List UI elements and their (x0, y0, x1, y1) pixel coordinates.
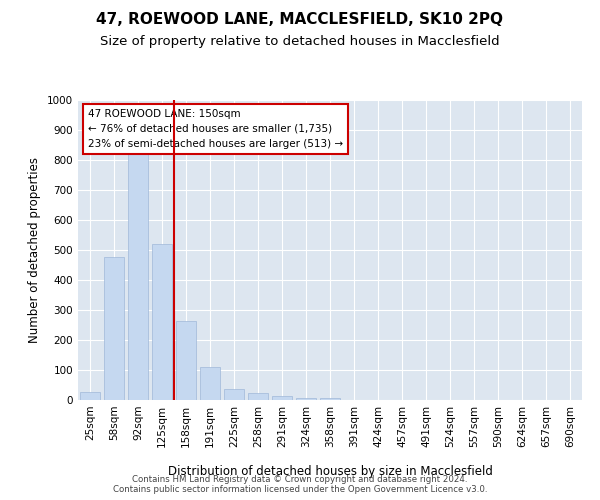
Bar (128, 154, 148, 400)
Bar (224, 388, 244, 400)
Bar (296, 398, 316, 400)
Bar (320, 398, 340, 400)
Bar (104, 256, 124, 400)
Bar (152, 244, 172, 400)
Bar (176, 320, 196, 400)
Text: 47 ROEWOOD LANE: 150sqm
← 76% of detached houses are smaller (1,735)
23% of semi: 47 ROEWOOD LANE: 150sqm ← 76% of detache… (88, 109, 343, 148)
Text: 47, ROEWOOD LANE, MACCLESFIELD, SK10 2PQ: 47, ROEWOOD LANE, MACCLESFIELD, SK10 2PQ (97, 12, 503, 28)
Y-axis label: Number of detached properties: Number of detached properties (28, 157, 41, 343)
Text: Distribution of detached houses by size in Macclesfield: Distribution of detached houses by size … (167, 464, 493, 477)
Text: Contains HM Land Registry data © Crown copyright and database right 2024.
Contai: Contains HM Land Registry data © Crown c… (113, 474, 487, 494)
Bar (80, 392, 100, 400)
Bar (200, 367, 220, 400)
Text: Size of property relative to detached houses in Macclesfield: Size of property relative to detached ho… (100, 35, 500, 48)
Bar (272, 396, 292, 400)
Bar (248, 394, 268, 400)
